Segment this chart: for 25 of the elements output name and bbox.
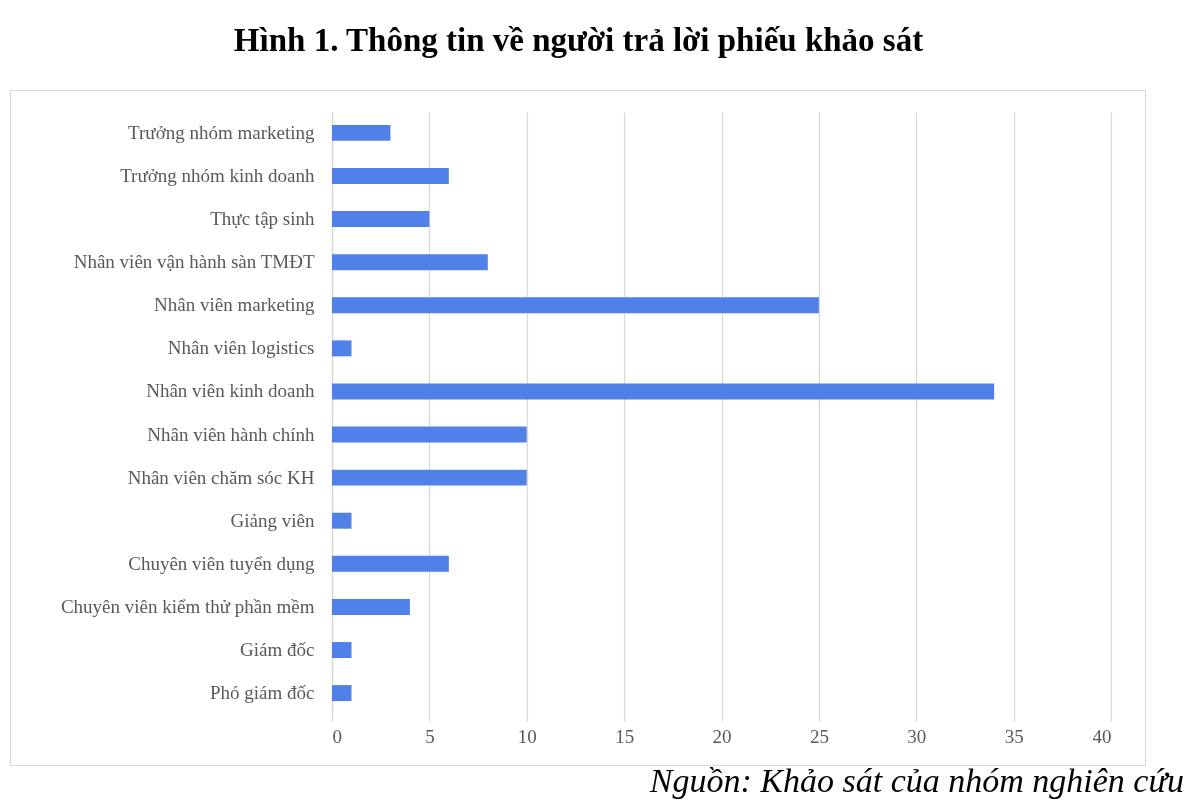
x-tick-label: 35 [1004, 725, 1024, 747]
y-tick-label: Trưởng nhóm kinh doanh [120, 164, 315, 186]
x-tick-label: 30 [907, 725, 927, 747]
y-tick-label: Giám đốc [240, 639, 315, 661]
x-tick-label: 10 [517, 725, 537, 747]
y-tick-label: Chuyên viên tuyển dụng [128, 552, 315, 574]
y-tick-label: Thực tập sinh [210, 208, 315, 230]
y-tick-label: Nhân viên marketing [154, 294, 315, 316]
y-tick-label: Nhân viên kinh doanh [146, 380, 315, 402]
y-tick-label: Chuyên viên kiểm thử phần mềm [60, 595, 315, 617]
chart-title: Hình 1. Thông tin về người trả lời phiếu khảo sát [233, 22, 924, 58]
x-tick-label: 25 [809, 725, 829, 747]
x-tick-label: 40 [1092, 725, 1112, 747]
x-tick-label: 20 [712, 725, 732, 747]
y-tick-label: Phó giám đốc [210, 682, 315, 704]
x-tick-label: 0 [332, 725, 342, 747]
y-tick-label: Nhân viên vận hành sàn TMĐT [73, 251, 315, 273]
y-tick-label: Nhân viên logistics [167, 337, 315, 359]
y-tick-label: Giảng viên [230, 509, 315, 531]
x-tick-label: 15 [615, 725, 635, 747]
text: Nguồn: Khảo sát của nhóm nghiên cứu [649, 762, 1184, 800]
y-tick-label: Nhân viên chăm sóc KH [127, 466, 315, 488]
x-tick-label: 5 [425, 725, 435, 747]
y-tick-label: Trưởng nhóm marketing [128, 121, 315, 143]
y-tick-label: Nhân viên hành chính [147, 423, 315, 445]
